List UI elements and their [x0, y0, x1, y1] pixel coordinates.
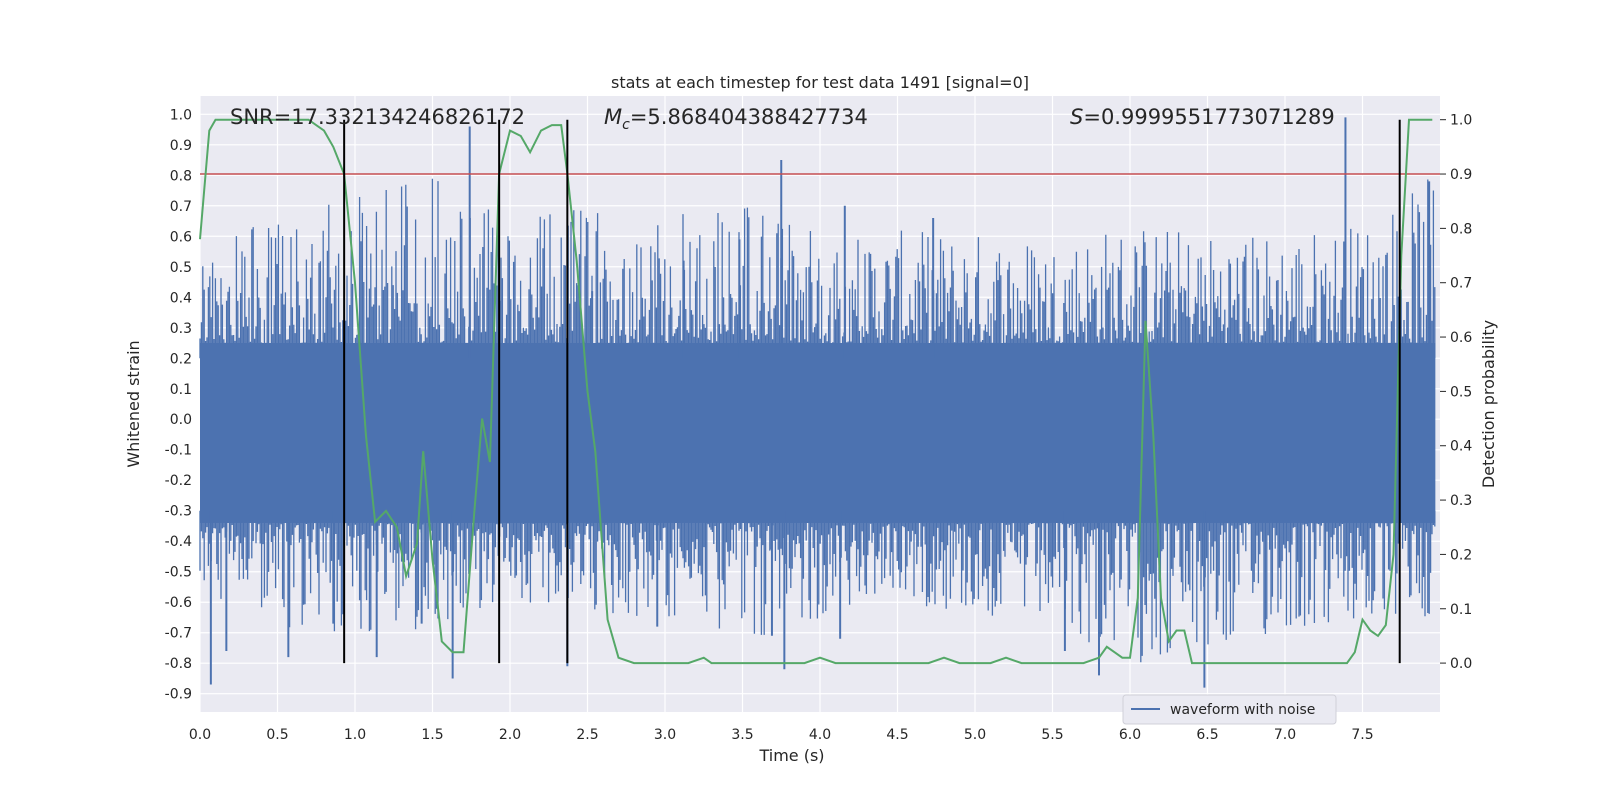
- waveform-core-band: [200, 343, 1436, 523]
- y2-tick-label: 1.0: [1450, 113, 1472, 129]
- y-tick-label: 0.5: [170, 260, 192, 276]
- chirp-mass-value: =5.868404388427734: [630, 105, 868, 129]
- x-tick-label: 1.5: [421, 727, 443, 743]
- y-tick-label: -0.2: [165, 473, 192, 489]
- y2-tick-label: 0.9: [1450, 167, 1472, 183]
- probability-series-group: [199, 118, 1433, 665]
- chirp-mass-symbol: M: [604, 105, 622, 129]
- y-tick-label: 0.9: [170, 138, 192, 154]
- y-tick-label: -0.5: [165, 565, 192, 581]
- y2-axis-ticks: 0.0 0.1 0.2 0.3 0.4 0.5 0.6 0.7 0.8 0.9 1.0: [1440, 113, 1472, 672]
- y2-tick-label: 0.7: [1450, 276, 1472, 292]
- legend: waveform with noise: [1122, 694, 1337, 725]
- x-tick-label: 4.5: [886, 727, 908, 743]
- x-tick-label: 2.0: [499, 727, 521, 743]
- x-tick-label: 2.5: [576, 727, 598, 743]
- y-tick-label: 0.7: [170, 199, 192, 215]
- x-tick-label: 5.5: [1041, 727, 1063, 743]
- y2-tick-label: 0.6: [1450, 330, 1472, 346]
- x-tick-label: 0.5: [266, 727, 288, 743]
- y-tick-label: -0.7: [165, 626, 192, 642]
- y2-axis-label: Detection probability: [1479, 320, 1498, 488]
- x-tick-label: 7.5: [1351, 727, 1373, 743]
- score-symbol: S: [1070, 105, 1083, 129]
- x-tick-label: 7.0: [1274, 727, 1296, 743]
- y-tick-label: 0.4: [170, 290, 192, 306]
- y2-tick-label: 0.1: [1450, 602, 1472, 618]
- y2-tick-label: 0.2: [1450, 547, 1472, 563]
- legend-box: [1122, 694, 1337, 725]
- waveform-upper-trace: [199, 178, 1436, 359]
- y-tick-label: -0.3: [165, 504, 192, 520]
- y2-tick-label: 0.4: [1450, 439, 1472, 455]
- x-tick-label: 5.0: [964, 727, 986, 743]
- x-tick-label: 0.0: [189, 727, 211, 743]
- x-tick-label: 1.0: [344, 727, 366, 743]
- y-tick-label: 0.6: [170, 229, 192, 245]
- y2-tick-label: 0.5: [1450, 384, 1472, 400]
- x-tick-label: 6.5: [1196, 727, 1218, 743]
- x-tick-label: 3.0: [654, 727, 676, 743]
- chirp-mass-subscript: c: [622, 117, 630, 133]
- y-axis-ticks: -0.9 -0.8 -0.7 -0.6 -0.5 -0.4 -0.3 -0.2 -0.1 0.0 0…: [165, 107, 192, 702]
- probability-line: [199, 118, 1433, 665]
- x-axis-label: Time (s): [758, 746, 824, 765]
- legend-label: waveform with noise: [1170, 702, 1315, 718]
- x-tick-label: 4.0: [809, 727, 831, 743]
- snr-annotation: SNR=17.332134246826172: [230, 105, 525, 129]
- y-tick-label: 0.3: [170, 321, 192, 337]
- y-tick-label: -0.1: [165, 443, 192, 459]
- y2-tick-label: 0.3: [1450, 493, 1472, 509]
- score-annotation: S=0.9999551773071289: [1070, 105, 1335, 129]
- chirp-mass-annotation: Mc=5.868404388427734: [604, 105, 868, 133]
- y-tick-label: -0.8: [165, 656, 192, 672]
- y-tick-label: 0.2: [170, 351, 192, 367]
- y2-tick-label: 0.8: [1450, 221, 1472, 237]
- score-value: =0.9999551773071289: [1083, 105, 1334, 129]
- x-tick-label: 3.5: [731, 727, 753, 743]
- y-tick-label: 0.8: [170, 168, 192, 184]
- y-tick-label: 0.1: [170, 382, 192, 398]
- y-tick-label: -0.6: [165, 595, 192, 611]
- y2-tick-label: 0.0: [1450, 656, 1472, 672]
- y-axis-label: Whitened strain: [124, 340, 143, 467]
- y-tick-label: 0.0: [170, 412, 192, 428]
- vertical-markers: [343, 119, 1401, 664]
- waveform-series: [199, 117, 1436, 688]
- x-axis-ticks: 0.0 0.5 1.0 1.5 2.0 2.5 3.0 3.5 4.0 4.5 5.0 5.5 6.0 6…: [189, 727, 1374, 743]
- y-tick-label: -0.4: [165, 534, 192, 550]
- y-tick-label: -0.9: [165, 687, 192, 703]
- chart-title: stats at each timestep for test data 149…: [611, 73, 1029, 92]
- y-tick-label: 1.0: [170, 107, 192, 123]
- x-tick-label: 6.0: [1119, 727, 1141, 743]
